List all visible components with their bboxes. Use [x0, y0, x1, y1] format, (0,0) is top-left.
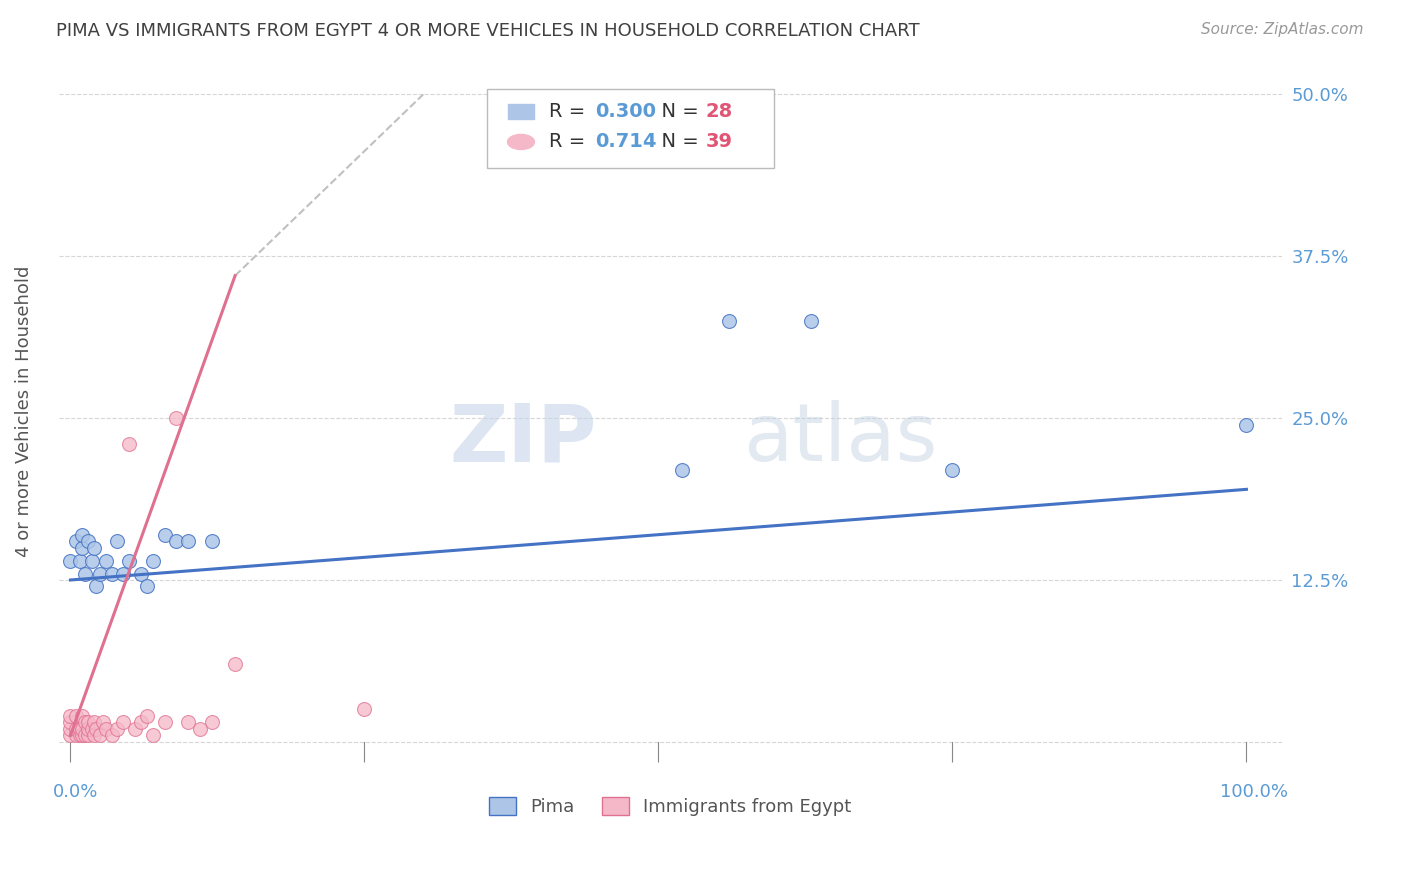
Point	[188, 722, 211, 736]
Point	[118, 437, 141, 451]
Point	[65, 722, 87, 736]
Point	[69, 553, 91, 567]
Point	[73, 728, 96, 742]
Point	[59, 715, 82, 730]
Point	[224, 657, 246, 672]
Point	[59, 553, 82, 567]
Point	[77, 715, 100, 730]
Point	[800, 314, 823, 328]
Legend: Pima, Immigrants from Egypt: Pima, Immigrants from Egypt	[482, 789, 859, 823]
Point	[200, 534, 222, 549]
Point	[70, 709, 93, 723]
Text: 0.300: 0.300	[596, 103, 657, 121]
Point	[100, 566, 122, 581]
Point	[59, 728, 82, 742]
Point	[142, 553, 165, 567]
Point	[65, 709, 87, 723]
Point	[77, 534, 100, 549]
Point	[153, 715, 176, 730]
Text: ZIP: ZIP	[450, 401, 596, 478]
Point	[124, 722, 146, 736]
Point	[135, 579, 157, 593]
Point	[94, 553, 117, 567]
Point	[165, 411, 187, 425]
Point	[73, 715, 96, 730]
Point	[59, 722, 82, 736]
Point	[73, 566, 96, 581]
Text: 28: 28	[706, 103, 733, 121]
Point	[59, 709, 82, 723]
Text: 100.0%: 100.0%	[1220, 783, 1288, 801]
Point	[83, 541, 105, 555]
Point	[83, 728, 105, 742]
Text: N =: N =	[650, 132, 706, 152]
Point	[65, 728, 87, 742]
Point	[80, 722, 103, 736]
Point	[142, 728, 165, 742]
Point	[717, 314, 740, 328]
Point	[129, 566, 152, 581]
Text: 0.0%: 0.0%	[52, 783, 98, 801]
Circle shape	[508, 135, 534, 150]
Text: N =: N =	[650, 103, 706, 121]
Point	[165, 534, 187, 549]
Point	[118, 553, 141, 567]
Text: R =: R =	[550, 132, 592, 152]
Text: atlas: atlas	[744, 401, 938, 478]
Point	[671, 463, 693, 477]
Point	[135, 709, 157, 723]
Point	[89, 728, 111, 742]
Point	[107, 722, 129, 736]
Point	[100, 728, 122, 742]
Point	[94, 722, 117, 736]
Point	[69, 728, 91, 742]
Point	[200, 715, 222, 730]
Point	[177, 534, 200, 549]
Y-axis label: 4 or more Vehicles in Household: 4 or more Vehicles in Household	[15, 266, 32, 558]
Point	[86, 722, 108, 736]
Point	[69, 722, 91, 736]
Point	[93, 715, 115, 730]
Text: 0.714: 0.714	[596, 132, 657, 152]
Point	[70, 728, 93, 742]
Text: R =: R =	[550, 103, 592, 121]
Point	[65, 534, 87, 549]
Text: 39: 39	[706, 132, 733, 152]
Point	[177, 715, 200, 730]
Point	[129, 715, 152, 730]
Point	[77, 728, 100, 742]
Point	[70, 722, 93, 736]
Point	[89, 566, 111, 581]
Point	[70, 541, 93, 555]
Bar	[508, 104, 534, 120]
Point	[112, 715, 135, 730]
Text: PIMA VS IMMIGRANTS FROM EGYPT 4 OR MORE VEHICLES IN HOUSEHOLD CORRELATION CHART: PIMA VS IMMIGRANTS FROM EGYPT 4 OR MORE …	[56, 22, 920, 40]
Point	[80, 553, 103, 567]
Point	[353, 702, 375, 716]
Point	[83, 715, 105, 730]
Point	[112, 566, 135, 581]
FancyBboxPatch shape	[486, 89, 775, 168]
Point	[941, 463, 963, 477]
Point	[70, 527, 93, 541]
Point	[77, 722, 100, 736]
Text: Source: ZipAtlas.com: Source: ZipAtlas.com	[1201, 22, 1364, 37]
Point	[86, 579, 108, 593]
Point	[153, 527, 176, 541]
Point	[1236, 417, 1258, 432]
Point	[107, 534, 129, 549]
